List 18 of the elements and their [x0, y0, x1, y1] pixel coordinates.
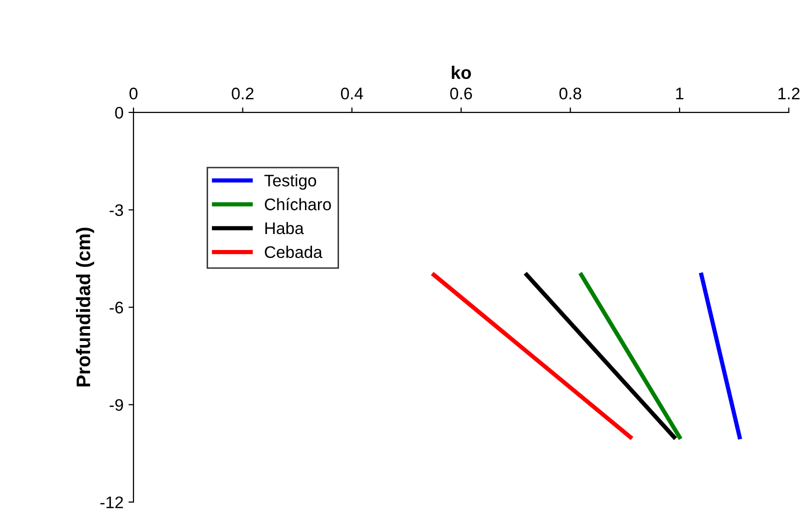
- x-tick-label: 1.2: [778, 88, 800, 100]
- legend-label: Testigo: [264, 174, 316, 190]
- legend-label: Chícharo: [264, 198, 331, 210]
- y-tick-label: -6: [110, 302, 124, 314]
- x-tick-label: 0.2: [232, 88, 254, 100]
- x-tick-label: 0.6: [450, 88, 472, 100]
- x-tick-label: 0.4: [340, 88, 364, 100]
- y-tick-label: 0: [115, 106, 124, 119]
- x-tick-label: 0: [130, 88, 138, 100]
- x-tick-label: 0.8: [559, 88, 582, 100]
- y-axis-title: Profundidad (cm): [76, 228, 94, 386]
- y-tick-label: -12: [100, 496, 123, 508]
- y-tick-label: -3: [110, 204, 124, 216]
- x-tick-label: 1: [676, 88, 684, 100]
- y-tick-label: -9: [110, 399, 123, 411]
- legend-label: Cebada: [264, 246, 322, 258]
- x-axis-title: ko: [452, 66, 471, 80]
- legend-label: Haba: [265, 222, 304, 234]
